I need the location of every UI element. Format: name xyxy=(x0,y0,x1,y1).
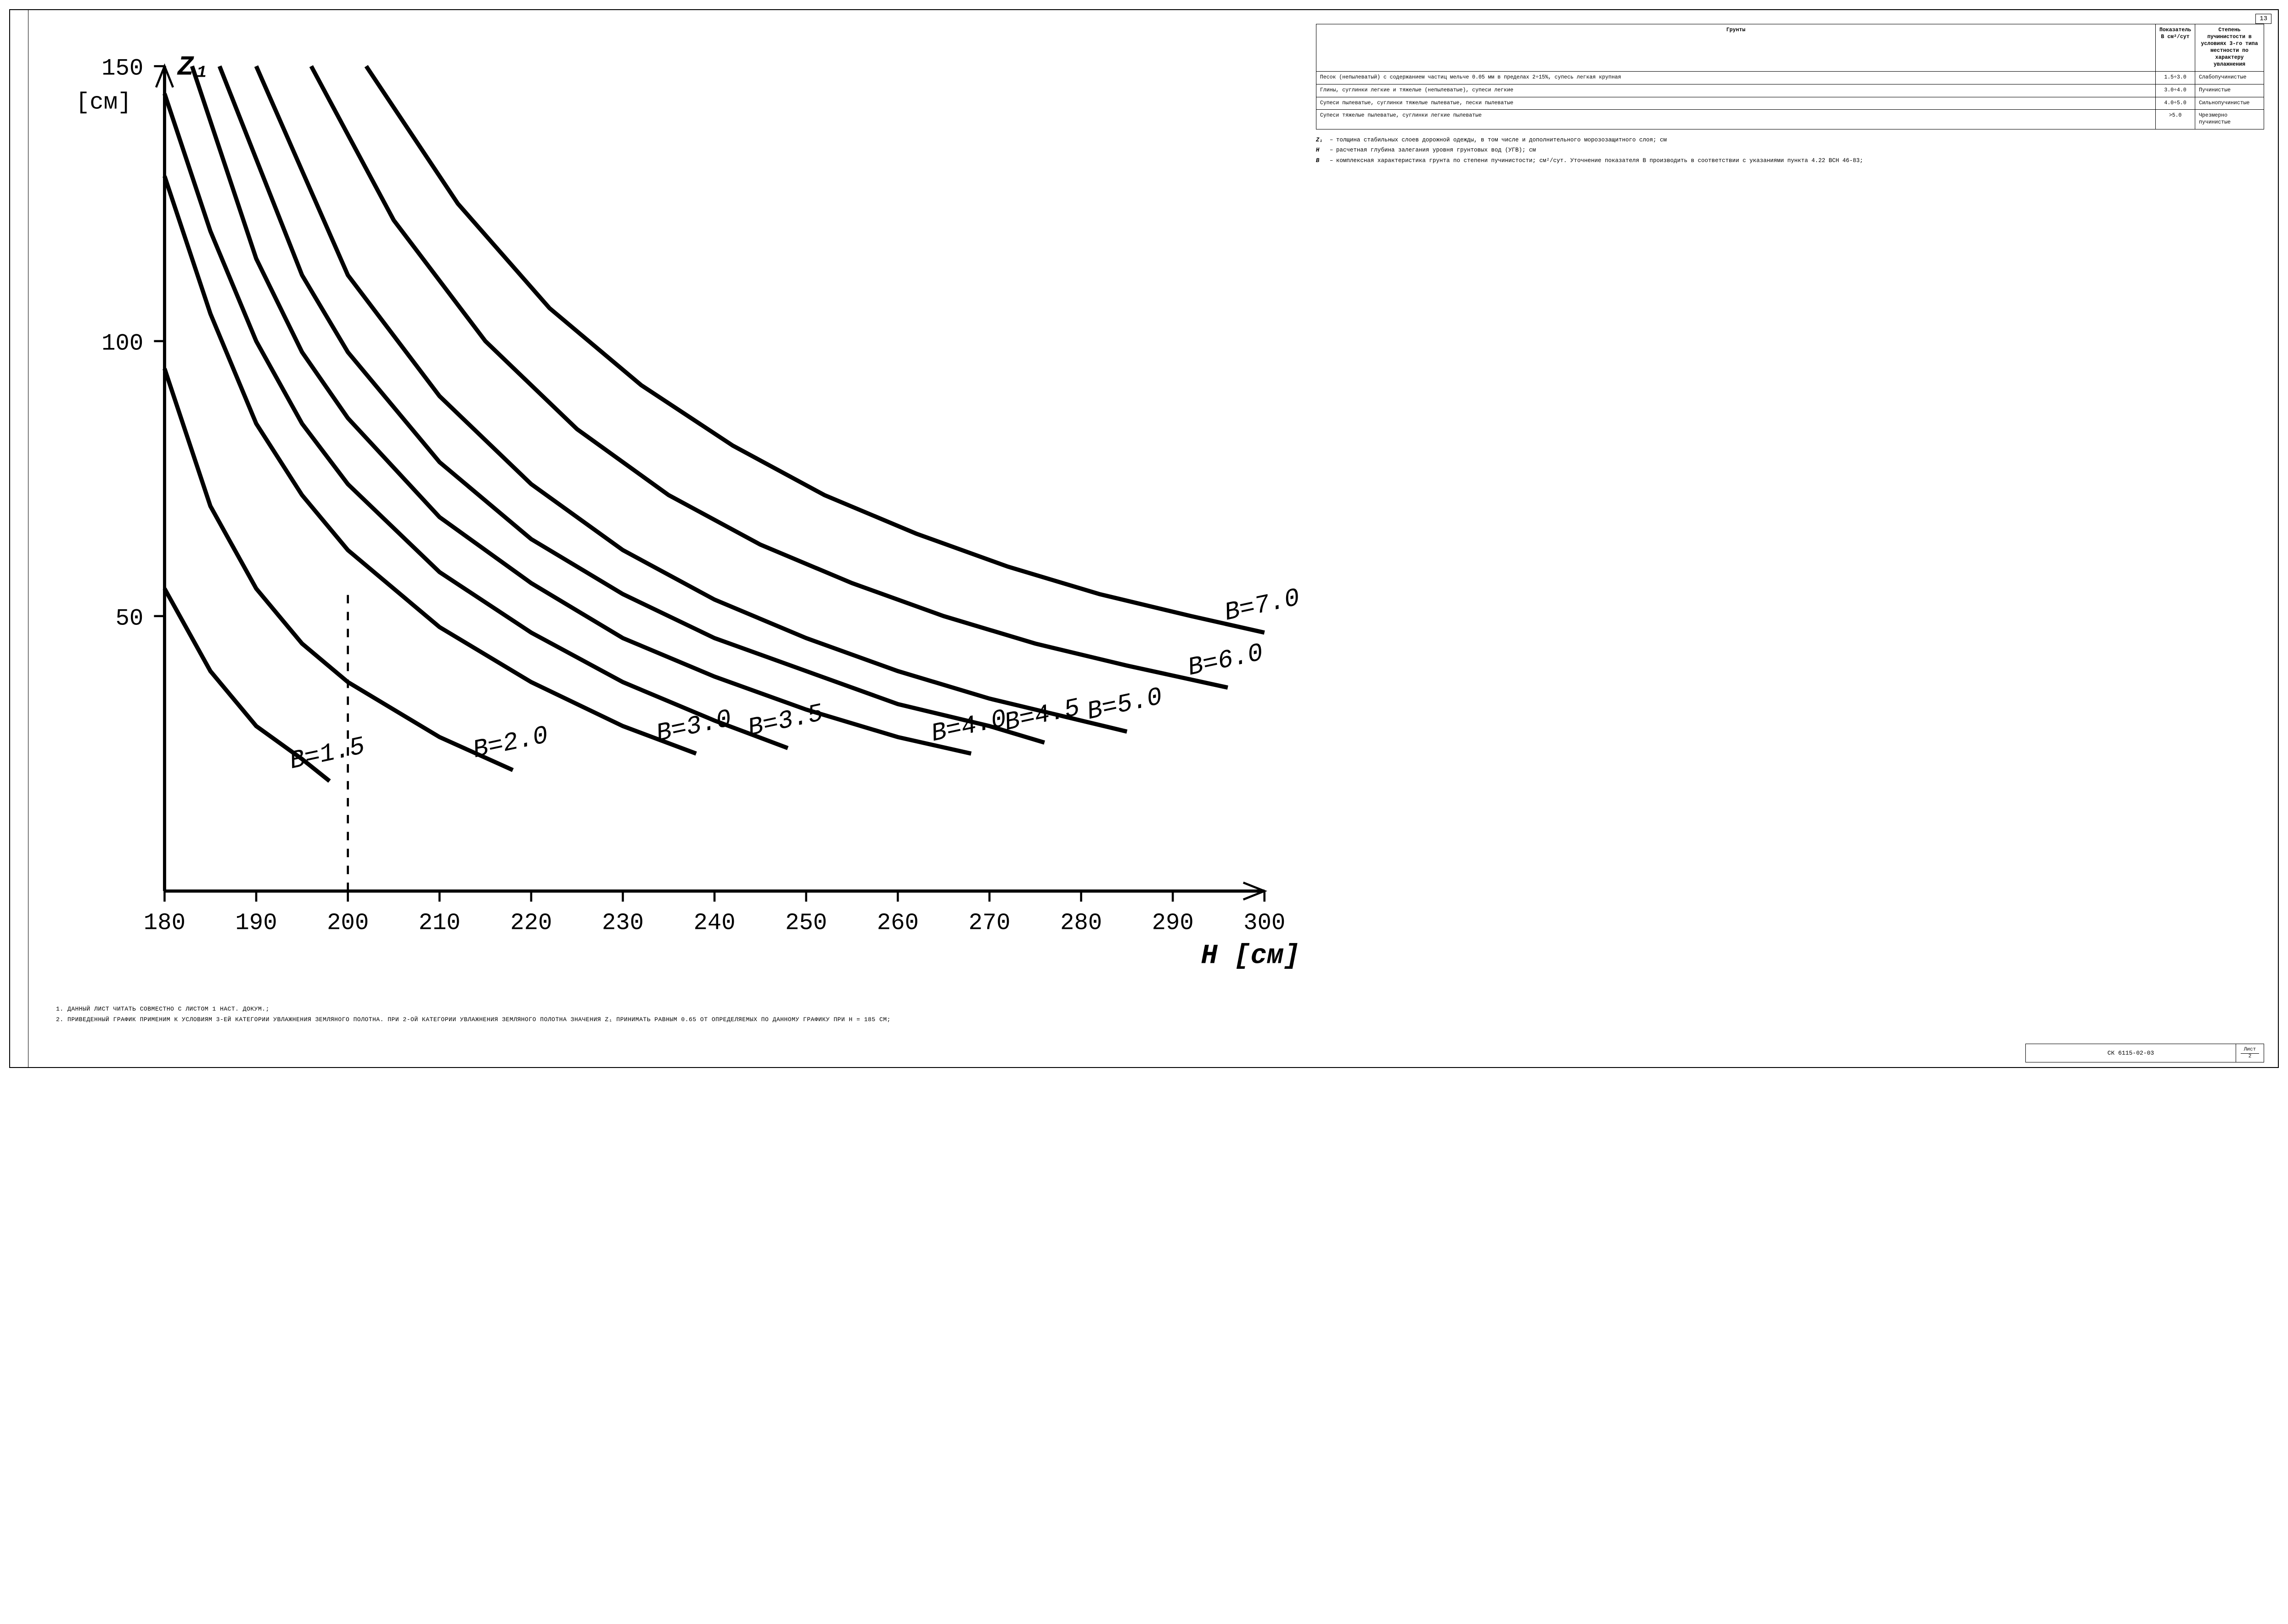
cell-soil: Песок (непылеватый) с содержанием частиц… xyxy=(1316,71,2155,84)
legend-sym-b: B xyxy=(1316,157,1330,165)
cell-degree: Слабопучинистые xyxy=(2195,71,2264,84)
legend: Z₁ – толщина стабильных слоев дорожной о… xyxy=(1316,136,2264,166)
svg-text:240: 240 xyxy=(693,910,735,937)
table-row: Супеси тяжелые пылеватые, суглинки легки… xyxy=(1316,110,2264,129)
legend-sym-h: H xyxy=(1316,146,1330,154)
cell-degree: Чрезмерно пучинистые xyxy=(2195,110,2264,129)
svg-text:230: 230 xyxy=(602,910,644,937)
cell-b: 1.5÷3.0 xyxy=(2155,71,2195,84)
svg-text:50: 50 xyxy=(116,606,144,632)
svg-text:150: 150 xyxy=(101,56,143,82)
th-degree: Степень пучинистости в условиях 3-го тип… xyxy=(2195,24,2264,72)
chart-svg: 50 100 150 180 190 200 210 220 230 240 250 260 270 28… xyxy=(38,24,1307,997)
svg-text:B=7.0: B=7.0 xyxy=(1222,584,1302,628)
table-row: Супеси пылеватые, суглинки тяжелые пылев… xyxy=(1316,97,2264,110)
svg-text:300: 300 xyxy=(1243,910,1285,937)
svg-text:180: 180 xyxy=(144,910,186,937)
svg-text:220: 220 xyxy=(510,910,552,937)
svg-text:190: 190 xyxy=(235,910,277,937)
svg-text:B=6.0: B=6.0 xyxy=(1185,638,1265,682)
cell-b: 3.0÷4.0 xyxy=(2155,84,2195,97)
chart-container: 50 100 150 180 190 200 210 220 230 240 250 260 270 28… xyxy=(38,24,1307,997)
svg-text:B=1.5: B=1.5 xyxy=(287,732,367,776)
svg-text:260: 260 xyxy=(877,910,919,937)
svg-text:100: 100 xyxy=(101,331,143,357)
svg-text:B=3.5: B=3.5 xyxy=(745,699,826,743)
binding-rail xyxy=(10,10,28,1067)
svg-text:280: 280 xyxy=(1060,910,1102,937)
cell-degree: Сильнопучинистые xyxy=(2195,97,2264,110)
page-number: 13 xyxy=(2255,14,2271,24)
svg-text:B=4.5: B=4.5 xyxy=(1002,693,1082,737)
legend-h-text: расчетная глубина залегания уровня грунт… xyxy=(1336,146,2264,154)
cell-soil: Супеси пылеватые, суглинки тяжелые пылев… xyxy=(1316,97,2155,110)
svg-text:270: 270 xyxy=(968,910,1010,937)
th-b: Показатель B см²/сут xyxy=(2155,24,2195,72)
table-row: Глины, суглинки легкие и тяжелые (непыле… xyxy=(1316,84,2264,97)
legend-b-text: комплексная характеристика грунта по сте… xyxy=(1336,157,2264,165)
sheet-num: 2 xyxy=(2249,1054,2252,1059)
notes-block: Данный лист читать совместно с листом 1 … xyxy=(56,1005,1281,1026)
svg-text:H [см]: H [см] xyxy=(1201,940,1300,971)
svg-text:200: 200 xyxy=(327,910,369,937)
soils-table: Грунты Показатель B см²/сут Степень пучи… xyxy=(1316,24,2264,129)
cell-soil: Супеси тяжелые пылеватые, суглинки легки… xyxy=(1316,110,2155,129)
legend-z-text: толщина стабильных слоев дорожной одежды… xyxy=(1336,136,2264,144)
title-block: СК 6115-02-03 Лист 2 xyxy=(2025,1044,2264,1062)
cell-b: 4.0÷5.0 xyxy=(2155,97,2195,110)
th-soils: Грунты xyxy=(1316,24,2155,72)
note-item: Приведенный график применим к условиям 3… xyxy=(56,1016,1281,1024)
drawing-code: СК 6115-02-03 xyxy=(2026,1044,2236,1062)
cell-degree: Пучинистые xyxy=(2195,84,2264,97)
svg-text:250: 250 xyxy=(785,910,827,937)
svg-text:B=5.0: B=5.0 xyxy=(1085,682,1165,726)
sheet-label: Лист xyxy=(2241,1047,2259,1054)
legend-sym-z: Z₁ xyxy=(1316,136,1330,144)
table-row: Песок (непылеватый) с содержанием частиц… xyxy=(1316,71,2264,84)
cell-b: >5.0 xyxy=(2155,110,2195,129)
svg-text:[см]: [см] xyxy=(76,90,132,116)
drawing-frame: 13 50 100 150 180 190 200 210 220 230 240 250 260 27… xyxy=(9,9,2279,1068)
svg-text:210: 210 xyxy=(419,910,461,937)
svg-text:290: 290 xyxy=(1152,910,1194,937)
cell-soil: Глины, суглинки легкие и тяжелые (непыле… xyxy=(1316,84,2155,97)
svg-text:B=2.0: B=2.0 xyxy=(470,721,551,765)
note-item: Данный лист читать совместно с листом 1 … xyxy=(56,1005,1281,1014)
